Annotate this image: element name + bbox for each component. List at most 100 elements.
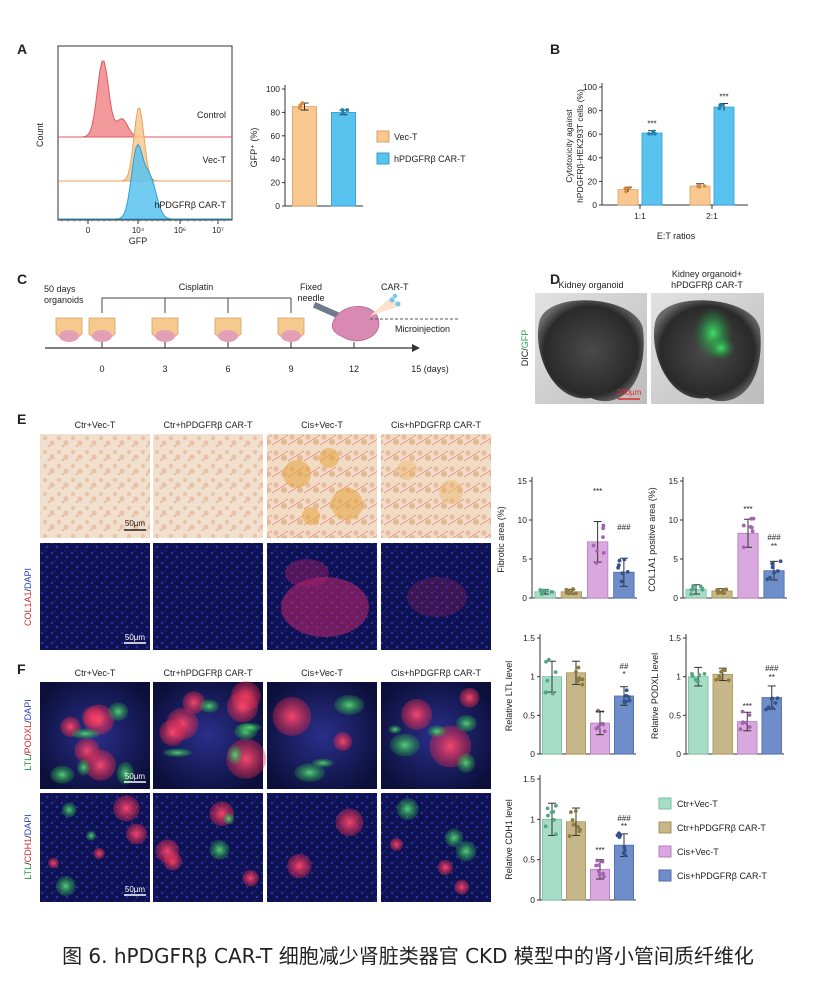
flow-x-tick-label: 10⁶ <box>174 226 186 235</box>
data-point <box>775 696 780 701</box>
cdh1-signal <box>454 879 470 895</box>
ltl-signal <box>50 765 75 784</box>
organoid-label: 50 days <box>44 284 76 294</box>
legend-label: Cis+Vec-T <box>677 847 719 857</box>
ltl-signal <box>389 733 420 757</box>
chart-f-cdh1: 0 0.5 1 1.5 Relative CDH1 level *** ###** <box>504 774 636 905</box>
panel-label-d: D <box>550 271 560 287</box>
dic-gfp-label: DIC/GFP <box>520 330 530 367</box>
podxl-signal <box>84 749 116 781</box>
panel-label-b: B <box>550 41 560 57</box>
y-tick-label: 0.5 <box>669 710 681 720</box>
data-point <box>594 863 599 868</box>
y-tick-label: 5 <box>673 554 678 564</box>
timeline-label: 0 <box>99 364 104 374</box>
cdh1-signal <box>48 857 59 869</box>
ltl-signal <box>108 702 129 721</box>
significance-mark: ### <box>617 814 631 823</box>
data-point <box>627 698 632 703</box>
legend-swatch <box>658 845 672 858</box>
flow-x-tick-label: 10⁷ <box>212 226 224 235</box>
significance-mark: *** <box>719 93 728 102</box>
needle-label: Fixed <box>300 282 322 292</box>
bar <box>688 676 709 755</box>
data-point <box>546 657 551 662</box>
flow-y-label: Count <box>35 123 45 148</box>
y-tick-label: 15 <box>518 476 528 486</box>
data-point <box>602 729 607 734</box>
data-point <box>574 669 578 674</box>
data-point <box>690 671 694 676</box>
data-point <box>569 590 574 595</box>
y-tick-label: 0 <box>530 749 535 759</box>
bar <box>331 112 356 207</box>
organoid-blob-icon <box>155 330 175 342</box>
col1a1-signal <box>285 559 329 587</box>
y-tick-label: 40 <box>588 153 598 163</box>
ltl-signal <box>334 695 365 715</box>
timeline-label: 9 <box>288 364 293 374</box>
y-tick-label: 0 <box>673 593 678 603</box>
sirius-red-image <box>267 434 377 538</box>
organoid-blob-icon <box>218 330 238 342</box>
y-tick-label: 0.5 <box>523 710 535 720</box>
y-axis-label: Relative PODXL level <box>650 653 660 739</box>
y-tick-label: 20 <box>271 178 281 188</box>
ltl-signal <box>116 761 135 785</box>
y-tick-label: 1 <box>530 814 535 824</box>
chart-f-ltl: 0 0.5 1 1.5 Relative LTL level *** ##* <box>504 633 636 759</box>
col1a1-dapi-label: COL1A1/DAPI <box>23 568 33 626</box>
podxl-signal <box>459 687 480 708</box>
gfp-signal <box>707 336 735 360</box>
cdh1-signal <box>444 828 464 848</box>
y-axis-label: Fibrotic area (%) <box>496 506 506 573</box>
needle-label: needle <box>297 293 324 303</box>
data-point <box>549 810 554 815</box>
data-point <box>750 529 755 534</box>
significance-mark: ### <box>617 523 631 532</box>
data-point <box>647 132 651 136</box>
column-title: Cis+Vec-T <box>301 420 343 430</box>
data-point <box>543 690 548 695</box>
data-point <box>718 103 722 107</box>
panel-a-legend: Vec-T hPDGFRβ CAR-T <box>376 130 466 165</box>
cdh1-signal <box>93 847 105 860</box>
column-title: Ctr+hPDGFRβ CAR-T <box>164 668 253 678</box>
panel-d-images: Kidney organoid Kidney organoid+hPDGFRβ C… <box>520 269 764 404</box>
marker-cdh1: CDH1 <box>23 838 33 863</box>
y-axis-label: COL1A1 positive area (%) <box>647 487 657 592</box>
cdh1-signal <box>113 795 140 822</box>
data-point <box>538 588 543 592</box>
data-point <box>766 705 771 710</box>
y-tick-label: 0 <box>275 201 280 211</box>
data-point <box>740 709 745 714</box>
organoid-blob-icon <box>281 330 301 342</box>
dic-label: DIC/ <box>520 348 530 366</box>
ltl-signal <box>456 753 476 773</box>
cdh1-signal <box>389 837 403 851</box>
x-tick-label: 1:1 <box>634 211 646 221</box>
podxl-signal <box>83 704 115 736</box>
x-tick-label: 2:1 <box>706 211 718 221</box>
data-point <box>543 824 548 829</box>
data-point <box>546 813 550 818</box>
data-point <box>697 673 702 678</box>
data-point <box>601 551 606 555</box>
data-point <box>553 670 558 674</box>
slash: / <box>23 589 33 592</box>
y-tick-label: 5 <box>522 554 527 564</box>
data-point <box>574 591 578 596</box>
y-tick-label: 80 <box>271 107 281 117</box>
significance-mark: *** <box>595 709 604 718</box>
data-point <box>591 543 596 548</box>
data-point <box>764 707 768 712</box>
organoid-icon <box>331 306 380 342</box>
significance-mark: *** <box>593 487 602 496</box>
data-point <box>775 569 780 573</box>
significance-mark: *** <box>743 702 752 711</box>
data-point <box>741 523 746 528</box>
y-tick-label: 1 <box>530 672 535 682</box>
ltl-cdh1-image <box>267 793 377 902</box>
